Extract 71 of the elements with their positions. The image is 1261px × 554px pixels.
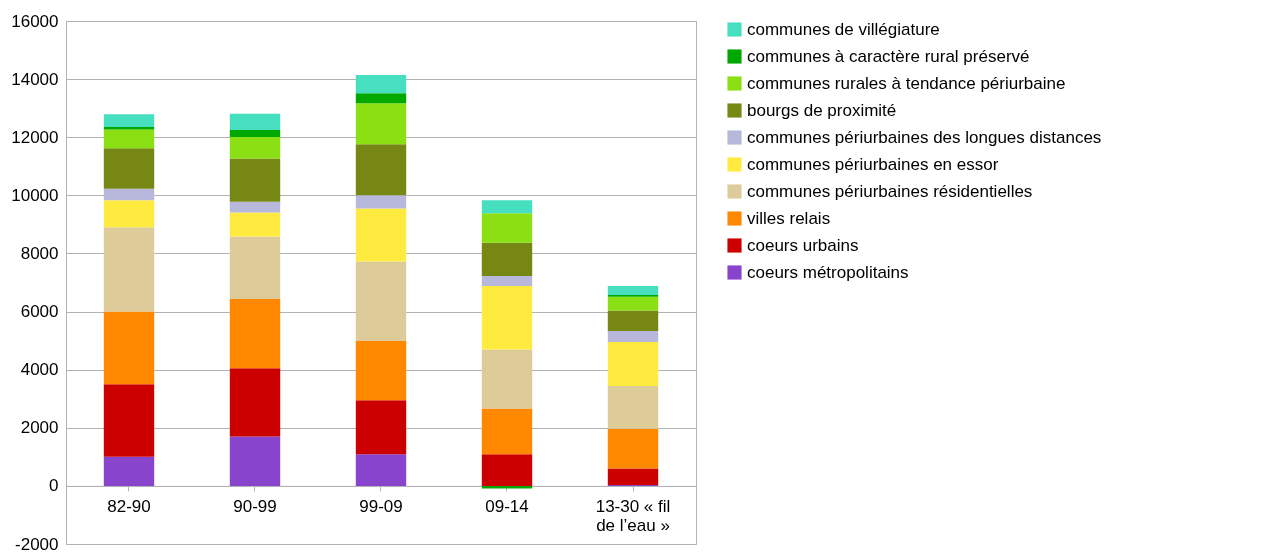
- bar: [229, 436, 281, 486]
- y-tick-label: 16000: [11, 11, 59, 31]
- legend-label: communes de villégiature: [747, 19, 940, 39]
- y-tick-label: 4000: [20, 360, 59, 380]
- bar: [229, 299, 281, 369]
- bar: [355, 75, 407, 94]
- legend-label: communes périurbaines des longues distances: [747, 127, 1102, 147]
- bar: [355, 103, 407, 145]
- bar: [103, 227, 155, 312]
- y-tick-label: 14000: [11, 69, 59, 89]
- bar: [607, 428, 659, 469]
- bar: [481, 454, 533, 486]
- bar: [607, 385, 659, 429]
- legend-label: coeurs métropolitains: [747, 262, 909, 282]
- bar: [481, 485, 533, 489]
- y-tick-label: 10000: [11, 185, 59, 205]
- bar: [229, 212, 281, 237]
- bar: [355, 261, 407, 341]
- y-tick-label: 6000: [20, 302, 59, 322]
- bar: [481, 213, 533, 243]
- bar: [481, 242, 533, 277]
- x-tick-label: 13-30 « fil de l’eau »: [595, 497, 671, 536]
- bar: [103, 311, 155, 385]
- bar: [103, 148, 155, 189]
- bar: [481, 349, 533, 409]
- x-tick-label: 82-90: [107, 497, 151, 517]
- bar: [607, 342, 659, 386]
- x-tick-label: 99-09: [359, 497, 403, 517]
- y-tick-label: 8000: [20, 243, 59, 263]
- bar: [103, 384, 155, 457]
- bar: [355, 208, 407, 262]
- y-tick-label: 0: [49, 476, 59, 496]
- bar: [103, 200, 155, 228]
- bar: [481, 408, 533, 455]
- legend-label: communes périurbaines résidentielles: [747, 181, 1033, 201]
- x-tick-label: 90-99: [233, 497, 277, 517]
- bar: [481, 276, 533, 286]
- bar: [229, 201, 281, 213]
- y-tick-label: -2000: [15, 534, 59, 554]
- y-tick-label: 12000: [11, 127, 59, 147]
- bar: [229, 236, 281, 300]
- bar: [607, 285, 659, 295]
- bar: [229, 368, 281, 437]
- bar: [103, 188, 155, 201]
- y-tick-label: 2000: [20, 418, 59, 438]
- bar: [481, 200, 533, 214]
- bar: [355, 144, 407, 196]
- legend-label: communes à caractère rural préservé: [747, 46, 1030, 66]
- legend-label: villes relais: [747, 208, 831, 228]
- bar: [607, 296, 659, 311]
- bar: [229, 113, 281, 130]
- bar: [607, 331, 659, 343]
- x-tick-label: 09-14: [485, 497, 529, 517]
- bar: [481, 285, 533, 350]
- legend-label: coeurs urbains: [747, 235, 859, 255]
- bar: [607, 310, 659, 332]
- bar: [103, 456, 155, 486]
- bar: [355, 340, 407, 401]
- legend-label: communes périurbaines en essor: [747, 154, 999, 174]
- bar: [229, 158, 281, 202]
- bar: [355, 93, 407, 104]
- bar: [103, 114, 155, 128]
- bar: [355, 400, 407, 455]
- bar: [355, 454, 407, 486]
- bar: [355, 195, 407, 209]
- legend-label: communes rurales à tendance périurbaine: [747, 73, 1066, 93]
- legend-label: bourgs de proximité: [747, 100, 897, 120]
- bar: [607, 468, 659, 486]
- bar: [229, 129, 281, 137]
- bar: [103, 129, 155, 149]
- bar: [229, 136, 281, 159]
